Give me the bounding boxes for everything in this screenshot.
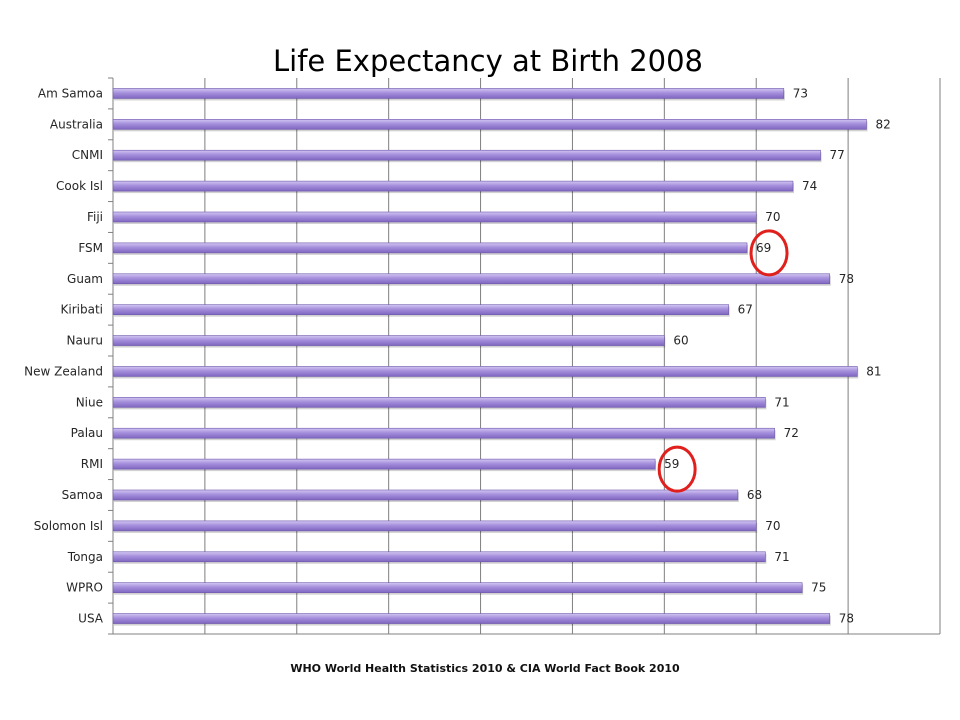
category-label: Samoa <box>62 488 103 502</box>
value-label: 71 <box>774 550 789 564</box>
category-label: RMI <box>81 457 103 471</box>
category-label: New Zealand <box>24 364 103 378</box>
value-label: 60 <box>673 334 688 348</box>
value-label: 81 <box>866 364 881 378</box>
bar <box>112 551 766 563</box>
category-label: Guam <box>67 272 103 286</box>
category-label: CNMI <box>72 148 103 162</box>
bar <box>112 211 757 223</box>
bar <box>112 242 748 254</box>
value-label: 70 <box>765 210 780 224</box>
bar <box>112 397 766 408</box>
bar <box>112 458 656 470</box>
value-label: 59 <box>664 457 679 471</box>
category-labels: Am Samoa Australia CNMI Cook Isl Fiji FSM Guam… <box>24 86 104 625</box>
bar <box>112 273 831 285</box>
category-label: Tonga <box>67 550 103 564</box>
value-label: 73 <box>793 86 808 100</box>
bar <box>112 613 831 624</box>
highlight-circles <box>657 229 789 493</box>
value-label: 72 <box>784 426 799 440</box>
bar <box>112 304 729 315</box>
category-label: USA <box>78 612 104 626</box>
gridlines <box>108 77 941 635</box>
bar <box>112 88 785 99</box>
bar <box>112 180 794 192</box>
bar <box>112 427 775 439</box>
value-label: 75 <box>811 581 826 595</box>
category-label: Australia <box>50 117 103 131</box>
value-label: 71 <box>774 395 789 409</box>
value-label: 68 <box>747 488 762 502</box>
value-label: 70 <box>765 519 780 533</box>
category-label: Am Samoa <box>38 86 103 100</box>
category-label: Solomon Isl <box>34 519 103 533</box>
category-label: Nauru <box>67 334 103 348</box>
value-label: 78 <box>839 272 854 286</box>
value-labels: 73 82 77 74 70 69 78 67 60 81 71 72 59 68 70 71 75 78 <box>664 86 891 625</box>
bar <box>112 489 739 501</box>
category-label: FSM <box>78 241 103 255</box>
value-label: 77 <box>830 148 845 162</box>
category-label: WPRO <box>66 581 103 595</box>
category-label: Palau <box>71 426 103 440</box>
value-label: 67 <box>738 303 753 317</box>
category-label: Fiji <box>87 210 103 224</box>
bar <box>112 119 867 130</box>
category-label: Niue <box>76 395 103 409</box>
value-label: 82 <box>875 117 890 131</box>
highlight-circle <box>749 229 789 277</box>
bars <box>112 88 868 626</box>
bar <box>112 335 665 346</box>
source-note: WHO World Health Statistics 2010 & CIA W… <box>290 662 680 675</box>
value-label: 74 <box>802 179 817 193</box>
bar <box>112 582 803 593</box>
bar <box>112 366 858 377</box>
bar <box>112 520 757 532</box>
highlight-circle <box>657 445 697 493</box>
category-label: Cook Isl <box>56 179 103 193</box>
value-label: 78 <box>839 612 854 626</box>
value-label: 69 <box>756 241 771 255</box>
chart-title: Life Expectancy at Birth 2008 <box>273 44 703 78</box>
bar <box>112 149 821 161</box>
category-label: Kiribati <box>61 303 103 317</box>
